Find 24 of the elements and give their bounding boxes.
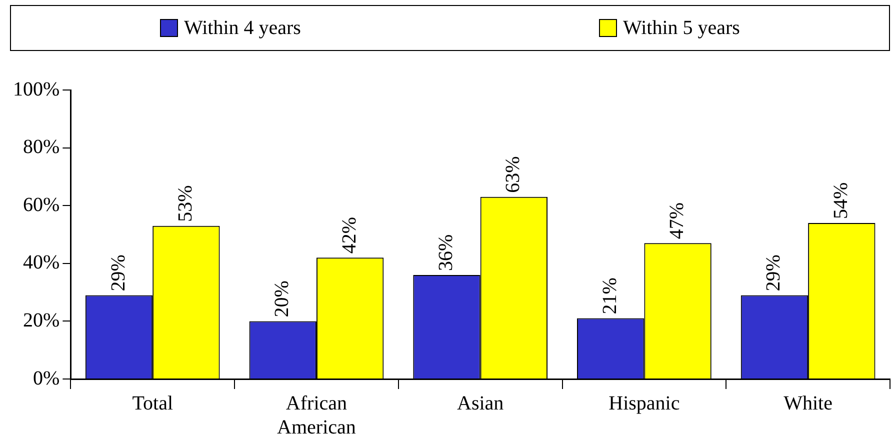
data-label: 20%: [271, 280, 294, 318]
legend-label: Within 4 years: [184, 16, 301, 40]
y-tick-label: 40%: [22, 252, 60, 274]
data-label: 36%: [434, 234, 457, 271]
data-label: 63%: [502, 156, 524, 193]
y-tick-label: 20%: [22, 309, 60, 332]
y-tick-label: 80%: [22, 136, 60, 158]
y-tick-label: 100%: [12, 78, 60, 100]
x-tick-label: White: [784, 392, 833, 414]
legend-box: Within 4 years Within 5 years: [10, 5, 890, 51]
data-label: 47%: [666, 202, 688, 240]
legend-label: Within 5 years: [623, 16, 740, 40]
x-tick-label: Asian: [456, 392, 504, 414]
data-label: 29%: [762, 254, 785, 292]
data-label: 54%: [830, 182, 852, 219]
data-label: 21%: [598, 278, 621, 314]
x-tick-label: African American: [277, 392, 356, 438]
y-tick-label: 0%: [32, 367, 60, 390]
data-label: 42%: [338, 216, 360, 254]
data-label: 29%: [107, 254, 130, 292]
y-tick-label: 60%: [22, 194, 60, 216]
x-tick-label: Total: [132, 392, 174, 414]
x-tick-label: Hispanic: [608, 392, 680, 414]
data-label: 53%: [174, 185, 196, 222]
